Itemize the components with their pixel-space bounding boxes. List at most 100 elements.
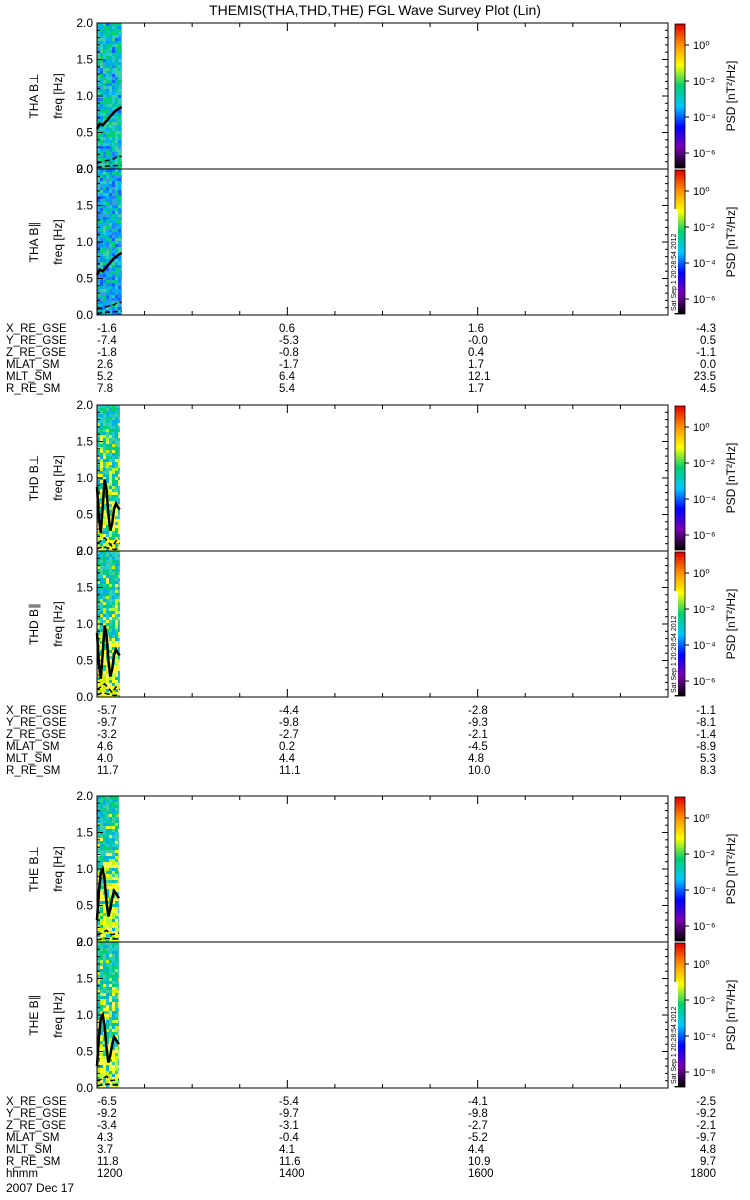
panel-frame xyxy=(96,168,669,316)
colorbar-tick-label: 10⁰ xyxy=(693,568,710,580)
freq-tick-label: 0.5 xyxy=(76,508,93,522)
colorbar-tick-label: 10⁻⁶ xyxy=(693,148,716,160)
ephem-value: 7.8 xyxy=(97,383,113,395)
ephem-value: -5.4 xyxy=(279,1096,299,1108)
colorbar-tick-label: 10⁻² xyxy=(693,458,715,470)
ephem-label: Z_RE_GSE xyxy=(6,729,66,741)
freq-line-dashed-low xyxy=(96,937,119,941)
freq-line-dashed-low xyxy=(96,164,122,169)
ephem-value: -1.6 xyxy=(97,323,117,335)
spectrogram-panel-tha-perp xyxy=(97,23,122,169)
ephem-label: Y_RE_GSE xyxy=(6,717,67,729)
ephem-value: 11.8 xyxy=(97,1156,119,1168)
freq-tick-label: 2.0 xyxy=(76,935,93,949)
ephem-value: -1.7 xyxy=(279,359,299,371)
ephem-value: -2.1 xyxy=(696,1120,716,1132)
ephem-value: -9.8 xyxy=(468,1108,488,1120)
freq-line-dashed-low xyxy=(96,691,120,697)
freq-line-solid xyxy=(95,479,121,533)
ephem-value: -5.3 xyxy=(279,335,299,347)
ephem-value: 11.1 xyxy=(279,765,301,777)
ephem-value: 0.0 xyxy=(700,359,716,371)
freq-tick-label: 1.5 xyxy=(76,826,93,840)
ephem-value: -1.1 xyxy=(696,705,716,717)
freq-tick-label: 0.5 xyxy=(76,1045,93,1059)
colorbar-tick-label: 10⁰ xyxy=(693,186,710,198)
ephem-value: -0.8 xyxy=(279,347,299,359)
colorbar-tick-label: 10⁰ xyxy=(693,40,710,52)
freq-line-solid xyxy=(95,625,121,679)
ephem-value: -9.3 xyxy=(468,717,488,729)
freq-axis-label: freq [Hz] xyxy=(51,992,65,1037)
ephem-value: -9.7 xyxy=(696,1132,716,1144)
colorbar-tick-label: 10⁰ xyxy=(693,813,710,825)
freq-line-solid xyxy=(95,865,120,921)
freq-line-dashed xyxy=(96,536,121,548)
colorbar-tick-label: 10⁻² xyxy=(693,222,715,234)
ephem-value: -5.7 xyxy=(97,705,117,717)
colorbar-tick-label: 10⁻⁴ xyxy=(693,1031,716,1043)
freq-line-dashed-low xyxy=(96,545,120,551)
freq-axis-label: freq [Hz] xyxy=(51,846,65,891)
ephem-value: -2.1 xyxy=(468,729,488,741)
freq-tick-label: 0.5 xyxy=(76,654,93,668)
panel-label: THD B∥ xyxy=(27,603,41,645)
ephem-value: 3.7 xyxy=(97,1144,113,1156)
ephem-value: -9.8 xyxy=(279,717,299,729)
freq-tick-label: 1.0 xyxy=(76,471,93,485)
freq-line-dashed xyxy=(96,1075,120,1082)
ephem-value: 4.6 xyxy=(97,741,113,753)
ephem-value: 1800 xyxy=(690,1168,716,1180)
ephem-label: MLAT_SM xyxy=(6,741,59,753)
freq-tick-label: 1.0 xyxy=(76,235,93,249)
ephem-value: 5.2 xyxy=(97,371,113,383)
colorbar-label: PSD [nT²/Hz] xyxy=(724,207,738,278)
ephem-value: 1200 xyxy=(97,1168,123,1180)
freq-axis-label: freq [Hz] xyxy=(51,601,65,646)
ephem-value: 4.1 xyxy=(279,1144,295,1156)
colorbar-label: PSD [nT²/Hz] xyxy=(724,589,738,660)
freq-line-dashed-low xyxy=(96,1083,119,1087)
freq-tick-label: 1.5 xyxy=(76,199,93,213)
colorbar xyxy=(674,23,686,169)
ephem-value: 4.4 xyxy=(279,753,296,765)
stamp-bg xyxy=(669,591,678,695)
ephem-label: X_RE_GSE xyxy=(6,705,67,717)
ephem-value: 4.3 xyxy=(97,1132,113,1144)
freq-tick-label: 0.5 xyxy=(76,126,93,140)
ephem-value: -4.1 xyxy=(468,1096,488,1108)
ephem-value: -9.7 xyxy=(279,1108,299,1120)
ephem-value: 0.4 xyxy=(468,347,485,359)
freq-line-dashed xyxy=(96,929,120,936)
freq-tick-label: 2.0 xyxy=(76,16,93,30)
ephem-value: -3.2 xyxy=(97,729,117,741)
colorbar-label: PSD [nT²/Hz] xyxy=(724,980,738,1051)
colorbar-tick-label: 10⁻⁴ xyxy=(693,112,716,124)
freq-axis-label: freq [Hz] xyxy=(51,219,65,264)
ephem-value: -5.2 xyxy=(468,1132,488,1144)
freq-tick-label: 0.0 xyxy=(76,1081,93,1095)
ephem-value: -8.9 xyxy=(696,741,716,753)
ephem-value: 11.6 xyxy=(279,1156,301,1168)
stamp-bg xyxy=(669,209,678,313)
date-label: 2007 Dec 17 xyxy=(6,1181,75,1195)
freq-tick-label: 2.0 xyxy=(76,398,93,412)
colorbar xyxy=(674,405,686,551)
freq-line-solid xyxy=(95,251,123,276)
freq-line-dashed-low xyxy=(96,310,122,315)
ephem-value: -9.2 xyxy=(696,1108,716,1120)
ephem-label: MLAT_SM xyxy=(6,359,59,371)
panel-label: THD B⊥ xyxy=(27,455,41,501)
ephem-value: -1.1 xyxy=(696,347,716,359)
ephem-value: 5.4 xyxy=(279,383,296,395)
freq-tick-label: 1.5 xyxy=(76,435,93,449)
freq-line-solid xyxy=(95,1011,120,1067)
ephem-value: -0.4 xyxy=(279,1132,299,1144)
panel-frame xyxy=(96,941,669,1089)
ephem-value: 5.3 xyxy=(700,753,716,765)
generation-stamp: Sat Sep 1 20:28:54 2012 xyxy=(671,233,678,311)
freq-tick-label: 0.0 xyxy=(76,690,93,704)
panel-frame xyxy=(96,795,669,943)
ephem-value: -8.1 xyxy=(696,717,716,729)
